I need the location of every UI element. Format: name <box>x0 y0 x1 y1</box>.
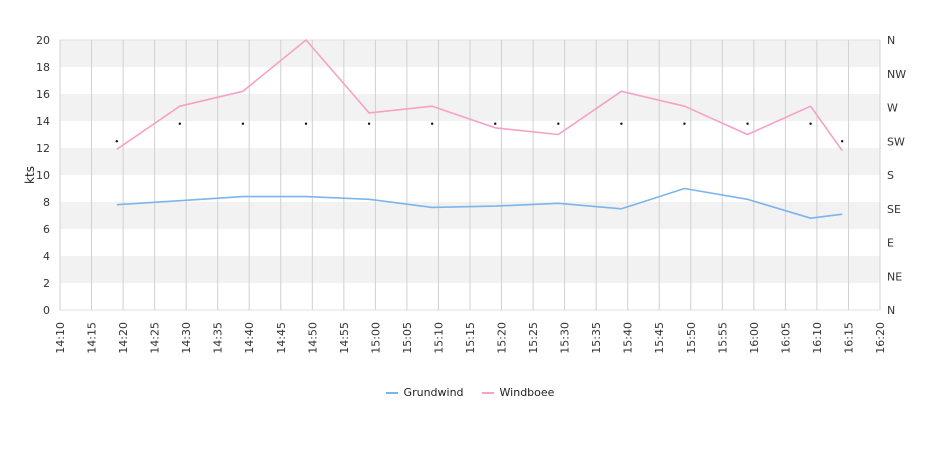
y-tick-label: 12 <box>36 142 50 155</box>
direction-tick-label: SW <box>887 135 905 148</box>
direction-tick-label: NW <box>887 68 906 81</box>
direction-tick-label: SE <box>887 203 901 216</box>
direction-tick-label: NE <box>887 270 902 283</box>
y-tick-label: 0 <box>43 304 50 317</box>
y-tick-label: 20 <box>36 34 50 47</box>
legend-swatch-windboee <box>481 391 494 394</box>
direction-marker <box>683 122 686 125</box>
y-axis-ticks: 0 2 4 6 8 10 12 14 16 18 20 <box>36 34 50 317</box>
legend-item-grundwind[interactable]: Grundwind <box>385 386 464 399</box>
direction-markers <box>115 122 844 143</box>
legend-swatch-grundwind <box>385 391 398 394</box>
x-tick-label: 15:25 <box>527 322 540 354</box>
x-tick-label: 15:50 <box>685 322 698 354</box>
direction-marker <box>746 122 749 125</box>
x-tick-label: 14:10 <box>54 322 67 354</box>
direction-marker <box>241 122 245 125</box>
x-tick-label: 15:35 <box>590 322 603 354</box>
legend-item-windboee[interactable]: Windboee <box>481 386 555 399</box>
x-tick-label: 14:35 <box>212 322 225 354</box>
x-tick-label: 15:40 <box>622 322 635 354</box>
y-tick-label: 18 <box>36 61 50 74</box>
legend: Grundwind Windboee <box>0 386 940 399</box>
x-tick-label: 15:45 <box>653 322 666 354</box>
x-tick-label: 15:55 <box>716 322 729 354</box>
direction-marker <box>430 122 434 125</box>
x-tick-label: 15:20 <box>496 322 509 354</box>
direction-tick-label: E <box>887 237 894 250</box>
direction-marker <box>367 122 371 125</box>
x-tick-label: 15:30 <box>559 322 572 354</box>
direction-tick-label: S <box>887 169 894 182</box>
y-tick-label: 10 <box>36 169 50 182</box>
direction-marker <box>557 122 560 125</box>
direction-marker <box>115 140 118 143</box>
direction-marker <box>304 122 308 125</box>
direction-tick-label: W <box>887 102 898 115</box>
x-tick-label: 14:50 <box>306 322 319 354</box>
legend-label-windboee: Windboee <box>499 386 555 399</box>
direction-marker <box>620 122 623 125</box>
y-axis-label: kts <box>23 166 37 184</box>
x-tick-label: 15:15 <box>464 322 477 354</box>
x-tick-label: 14:55 <box>338 322 351 354</box>
x-tick-label: 16:15 <box>842 322 855 354</box>
y-tick-label: 8 <box>43 196 50 209</box>
x-tick-label: 14:15 <box>86 322 99 354</box>
x-tick-label: 15:00 <box>369 322 382 354</box>
direction-marker <box>178 122 182 125</box>
x-axis-ticks: 14:10 14:15 14:20 14:25 14:30 14:35 14:40 14:45… <box>54 322 887 354</box>
x-tick-label: 16:00 <box>748 322 761 354</box>
legend-label-grundwind: Grundwind <box>403 386 464 399</box>
direction-axis-ticks: N NE E SE S SW W NW N <box>887 34 906 317</box>
x-tick-label: 16:05 <box>779 322 792 354</box>
y-tick-label: 4 <box>43 250 50 263</box>
series-line-grundwind <box>116 187 843 219</box>
direction-marker <box>494 122 497 125</box>
series-lines <box>116 39 843 219</box>
direction-tick-label: N <box>887 304 895 317</box>
x-tick-label: 14:45 <box>275 322 288 354</box>
x-tick-label: 14:20 <box>117 322 130 354</box>
series-line-windboee <box>116 39 843 152</box>
y-tick-label: 2 <box>43 277 50 290</box>
y-tick-label: 14 <box>36 115 50 128</box>
x-tick-label: 15:05 <box>401 322 414 354</box>
y-tick-label: 6 <box>43 223 50 236</box>
x-tick-label: 14:30 <box>180 322 193 354</box>
x-tick-label: 14:25 <box>149 322 162 354</box>
direction-tick-label: N <box>887 34 895 47</box>
vertical-gridlines <box>59 40 881 310</box>
direction-marker <box>840 140 844 143</box>
x-tick-label: 15:10 <box>432 322 445 354</box>
x-tick-label: 16:20 <box>874 322 887 354</box>
direction-marker <box>809 122 812 125</box>
x-tick-label: 14:40 <box>243 322 256 354</box>
x-tick-label: 16:10 <box>811 322 824 354</box>
y-tick-label: 16 <box>36 88 50 101</box>
